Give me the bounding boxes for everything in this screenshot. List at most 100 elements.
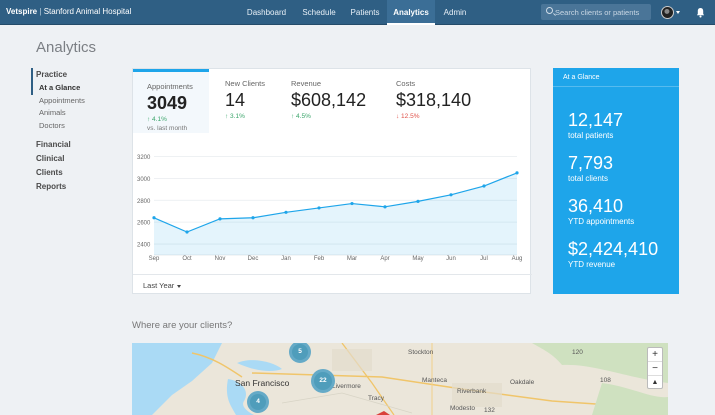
y-tick-label: 2800 (137, 199, 151, 205)
x-tick-label: Nov (215, 256, 226, 262)
stat-revenue[interactable]: Revenue $608,142 ↑ 4.5% (277, 69, 381, 133)
sidebar-group-clients[interactable]: Clients (36, 168, 63, 177)
client-map[interactable]: Stockton San Francisco Manteca Riverbank… (132, 343, 668, 415)
nav-schedule[interactable]: Schedule (302, 8, 336, 17)
x-tick-label: May (412, 256, 423, 262)
x-tick-label: Jul (480, 256, 488, 262)
top-nav: Vetspire | Stanford Animal Hospital Dash… (0, 0, 715, 25)
y-tick-label: 2600 (137, 221, 151, 227)
map-zoom-control: + − ▲ (647, 347, 663, 389)
range-selector[interactable]: Last Year (143, 281, 182, 290)
map-label-tracy: Tracy (368, 395, 385, 402)
stat-value: 3049 (147, 93, 188, 113)
nav-admin[interactable]: Admin (443, 8, 467, 17)
data-point (185, 230, 189, 234)
sidebar-group-financial[interactable]: Financial (36, 140, 71, 149)
stat-change: ↑ 4.1% (147, 116, 167, 123)
clinic-name: Stanford Animal Hospital (43, 7, 132, 16)
zoom-out-button[interactable]: − (648, 362, 662, 376)
appointments-line-chart: 2400 2600 2800 3000 3200 Sep Oct Nov Dec Jan Feb Ma… (137, 155, 523, 262)
map-cluster[interactable]: 4 (247, 391, 269, 413)
series-area (154, 172, 517, 255)
glance-number: 36,410 (568, 196, 624, 216)
sidebar-item-animals[interactable]: Animals (39, 108, 66, 117)
chevron-down-icon[interactable] (676, 11, 680, 14)
sidebar-item-doctors[interactable]: Doctors (39, 120, 65, 130)
sidebar-group-reports[interactable]: Reports (36, 182, 67, 191)
glance-item: 7,793 total clients (568, 153, 613, 183)
stat-costs[interactable]: Costs $318,140 ↓ 12.5% (382, 69, 492, 133)
map-road-marker: 108 (600, 377, 611, 384)
stat-note: vs. last month (147, 125, 188, 132)
glance-number: 12,147 (568, 110, 624, 130)
sidebar: Practice At a Glance Appointments Animal… (31, 68, 121, 194)
compass-icon[interactable]: ▲ (651, 379, 659, 386)
map-cluster[interactable]: 22 (311, 369, 335, 393)
data-point (383, 205, 387, 209)
bell-icon[interactable] (696, 7, 705, 18)
data-point (152, 216, 156, 220)
stat-label: Revenue (291, 79, 322, 88)
map-label-manteca: Manteca (422, 377, 447, 384)
data-point (251, 216, 255, 220)
x-tick-label: Aug (512, 256, 523, 262)
chart-footer: Last Year (133, 274, 532, 295)
glance-text: YTD revenue (568, 260, 616, 269)
sidebar-item-appointments[interactable]: Appointments (39, 95, 85, 105)
glance-item: 36,410 YTD appointments (568, 196, 634, 226)
map-heading: Where are your clients? (132, 320, 233, 331)
map-label-san-francisco: San Francisco (235, 378, 290, 388)
avatar[interactable] (661, 6, 674, 19)
map-label-oakdale: Oakdale (510, 379, 535, 386)
stat-new-clients[interactable]: New Clients 14 ↑ 3.1% (211, 69, 275, 133)
data-point (416, 199, 420, 203)
nav-analytics[interactable]: Analytics (387, 0, 435, 25)
brand-separator: | (39, 7, 42, 16)
stat-label: New Clients (225, 79, 266, 88)
map-label-modesto: Modesto (450, 405, 475, 412)
y-tick-label: 3200 (137, 155, 151, 161)
stat-change: ↓ 12.5% (396, 113, 420, 120)
y-tick-label: 2400 (137, 243, 151, 249)
y-tick-label: 3000 (137, 177, 151, 183)
sidebar-group-clinical[interactable]: Clinical (36, 154, 65, 163)
data-point (449, 193, 453, 197)
stat-value: $318,140 (396, 90, 472, 110)
x-tick-label: Jun (446, 256, 456, 262)
brand[interactable]: Vetspire | Stanford Animal Hospital (6, 7, 131, 16)
sidebar-item-at-a-glance[interactable]: At a Glance (31, 82, 121, 95)
data-point (284, 210, 288, 214)
data-point (218, 217, 222, 221)
range-label: Last Year (143, 281, 175, 290)
stat-change: ↑ 4.5% (291, 113, 311, 120)
glance-item: 12,147 total patients (568, 110, 623, 140)
glance-item: $2,424,410 YTD revenue (568, 239, 658, 269)
glance-text: total patients (568, 131, 614, 140)
map-terrain (132, 343, 668, 415)
search-input[interactable] (555, 6, 649, 18)
map-label-riverbank: Riverbank (457, 388, 487, 395)
stat-value: $608,142 (291, 90, 367, 110)
data-point (317, 206, 321, 210)
x-tick-label: Feb (314, 256, 325, 262)
x-tick-label: Jan (281, 256, 291, 262)
x-tick-label: Sep (149, 256, 160, 262)
glance-number: $2,424,410 (568, 239, 659, 259)
sidebar-group-practice[interactable]: Practice (31, 68, 121, 82)
x-tick-label: Mar (347, 256, 357, 262)
stat-value: 14 (225, 90, 246, 110)
map-cluster[interactable]: 5 (289, 343, 311, 363)
series-line (153, 172, 518, 233)
stats-card: Appointments 3049 ↑ 4.1% vs. last month … (132, 68, 532, 295)
search-box[interactable] (541, 4, 651, 20)
data-point (482, 184, 486, 188)
stat-label: Appointments (147, 82, 193, 91)
x-tick-label: Dec (248, 256, 259, 262)
zoom-in-button[interactable]: + (648, 348, 662, 362)
chevron-down-icon (177, 284, 182, 288)
data-point (515, 171, 519, 175)
stat-appointments[interactable]: Appointments 3049 ↑ 4.1% vs. last month (133, 69, 209, 133)
nav-dashboard[interactable]: Dashboard (246, 8, 287, 17)
search-icon (546, 7, 553, 14)
nav-patients[interactable]: Patients (350, 8, 380, 17)
